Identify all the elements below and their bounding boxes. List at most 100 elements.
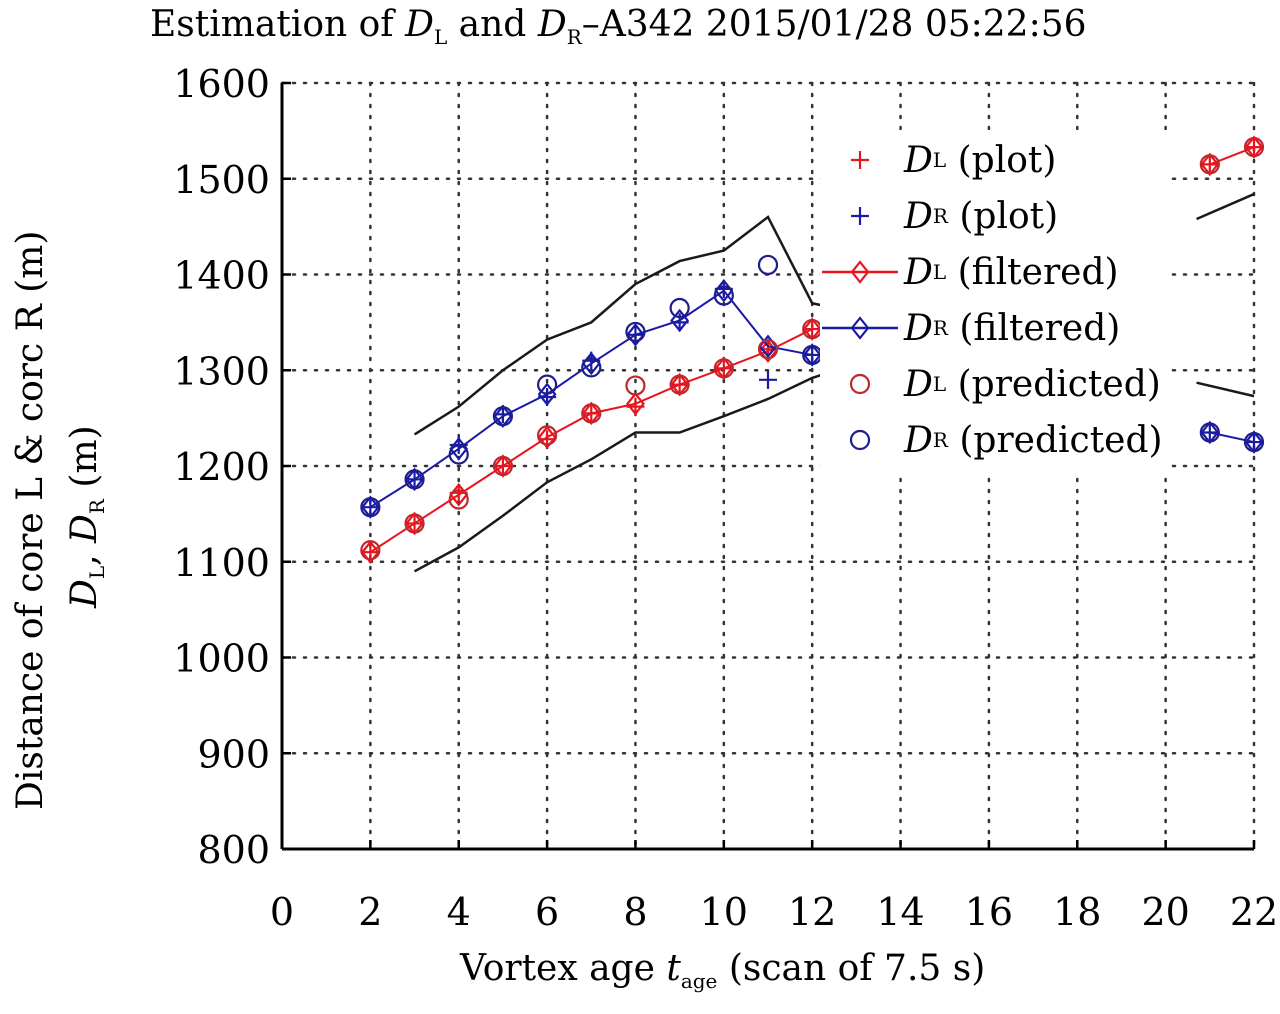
data-point — [448, 489, 469, 510]
title-mid: and — [447, 4, 538, 45]
legend-var-sub: R — [932, 316, 948, 340]
ylabel-var-dl-sub: L — [85, 565, 109, 580]
y-tick-label: 1600 — [173, 62, 270, 106]
data-point — [669, 297, 690, 319]
y-axis-label-inner: DL, DR (m) — [64, 425, 109, 608]
ylabel-suffix: (m) — [64, 425, 105, 500]
legend-var: D — [904, 419, 933, 461]
legend-marker — [850, 316, 870, 340]
upper-bound-line — [413, 215, 822, 436]
series-line — [369, 328, 813, 554]
title-var-dl: D — [405, 4, 434, 45]
data-point — [581, 357, 602, 378]
title-var-dr-sub: R — [566, 25, 582, 49]
x-axis-label: Vortex age tage (scan of 7.5 s) — [460, 948, 985, 993]
data-point — [625, 375, 646, 396]
title-var-dr: D — [537, 4, 567, 45]
data-point — [669, 374, 690, 395]
legend-symbol — [822, 260, 898, 284]
tick-labels: 0 2 4 6 8 10 12 14 16 18 20 22 800 900 1000 1100 1200 130… — [173, 62, 1278, 934]
x-tick-label: 8 — [623, 890, 647, 934]
series-line — [1209, 146, 1255, 166]
legend-var-sub: R — [932, 428, 948, 452]
x-tick-label: 18 — [1053, 890, 1101, 934]
confidence-bounds — [413, 192, 1255, 573]
legend-var: D — [904, 139, 933, 181]
x-tick-label: 14 — [876, 890, 924, 934]
title-suffix: –A342 2015/01/28 05:22:56 — [581, 4, 1087, 45]
data-point — [448, 444, 469, 465]
legend-symbol — [851, 207, 869, 225]
legend-symbol — [851, 151, 869, 169]
data-point — [1199, 422, 1220, 443]
data-point — [536, 374, 558, 395]
x-tick-label: 10 — [700, 890, 748, 934]
data-point — [713, 358, 734, 379]
data-point — [360, 540, 381, 561]
data-point — [626, 323, 645, 347]
legend-label: (predicted) — [947, 419, 1163, 461]
data-point — [360, 540, 380, 564]
legend-var-sub: L — [932, 148, 947, 172]
axes — [280, 81, 1256, 851]
legend-var-sub: L — [932, 260, 947, 284]
y-tick-label: 1400 — [173, 254, 270, 298]
legend-marker — [849, 429, 871, 451]
data-point — [757, 339, 779, 360]
y-tick-label: 1100 — [173, 541, 270, 585]
data-point — [536, 425, 558, 446]
legend-symbol — [822, 316, 898, 340]
legend-label: (filtered) — [946, 251, 1119, 293]
data-point — [1243, 137, 1265, 158]
legend-marker — [851, 207, 869, 225]
x-tick-label: 16 — [965, 890, 1013, 934]
lower-bound-line — [413, 373, 822, 573]
data-point — [404, 469, 425, 490]
legend-marker — [850, 260, 870, 284]
legend-label: (plot) — [946, 139, 1057, 181]
upper-bound-line — [1196, 192, 1255, 221]
data-point — [713, 285, 734, 306]
data-point — [1245, 138, 1263, 157]
data-point — [1243, 431, 1265, 453]
y-tick-label: 900 — [197, 732, 270, 776]
x-tick-label: 0 — [270, 890, 294, 934]
ylabel-var-dr-sub: R — [85, 499, 109, 515]
legend-var: D — [904, 251, 933, 293]
x-tick-label: 12 — [788, 890, 836, 934]
legend-label: (predicted) — [946, 363, 1161, 405]
y-tick-label: 800 — [197, 828, 270, 872]
title-prefix: Estimation of — [150, 4, 406, 45]
ylabel-var-dr: D — [64, 514, 105, 543]
x-tick-label: 2 — [358, 890, 382, 934]
chart-title: Estimation of DL and DR–A342 2015/01/28 … — [150, 4, 1087, 49]
legend-marker — [849, 373, 871, 395]
lower-bound-line — [1196, 381, 1255, 398]
data-point — [581, 403, 602, 424]
y-tick-label: 1000 — [173, 637, 270, 681]
y-axis-label-outer: Distance of core L & corc R (m) — [10, 230, 51, 810]
series-layer — [360, 135, 1265, 564]
data-point — [537, 425, 557, 450]
xlabel-prefix: Vortex age — [460, 948, 667, 989]
ylabel-sep: , — [64, 542, 105, 566]
series-dr-predicted — [360, 254, 1265, 518]
x-tick-label: 22 — [1230, 890, 1278, 934]
data-point — [670, 308, 690, 333]
data-point — [360, 497, 381, 518]
data-point — [492, 406, 514, 427]
x-tick-label: 4 — [447, 890, 471, 934]
x-tick-label: 6 — [535, 890, 559, 934]
series-dl-predicted — [360, 137, 1265, 561]
series-line — [369, 289, 813, 509]
y-tick-label: 1200 — [173, 445, 270, 489]
data-point — [757, 254, 779, 276]
legend-var: D — [904, 195, 933, 237]
